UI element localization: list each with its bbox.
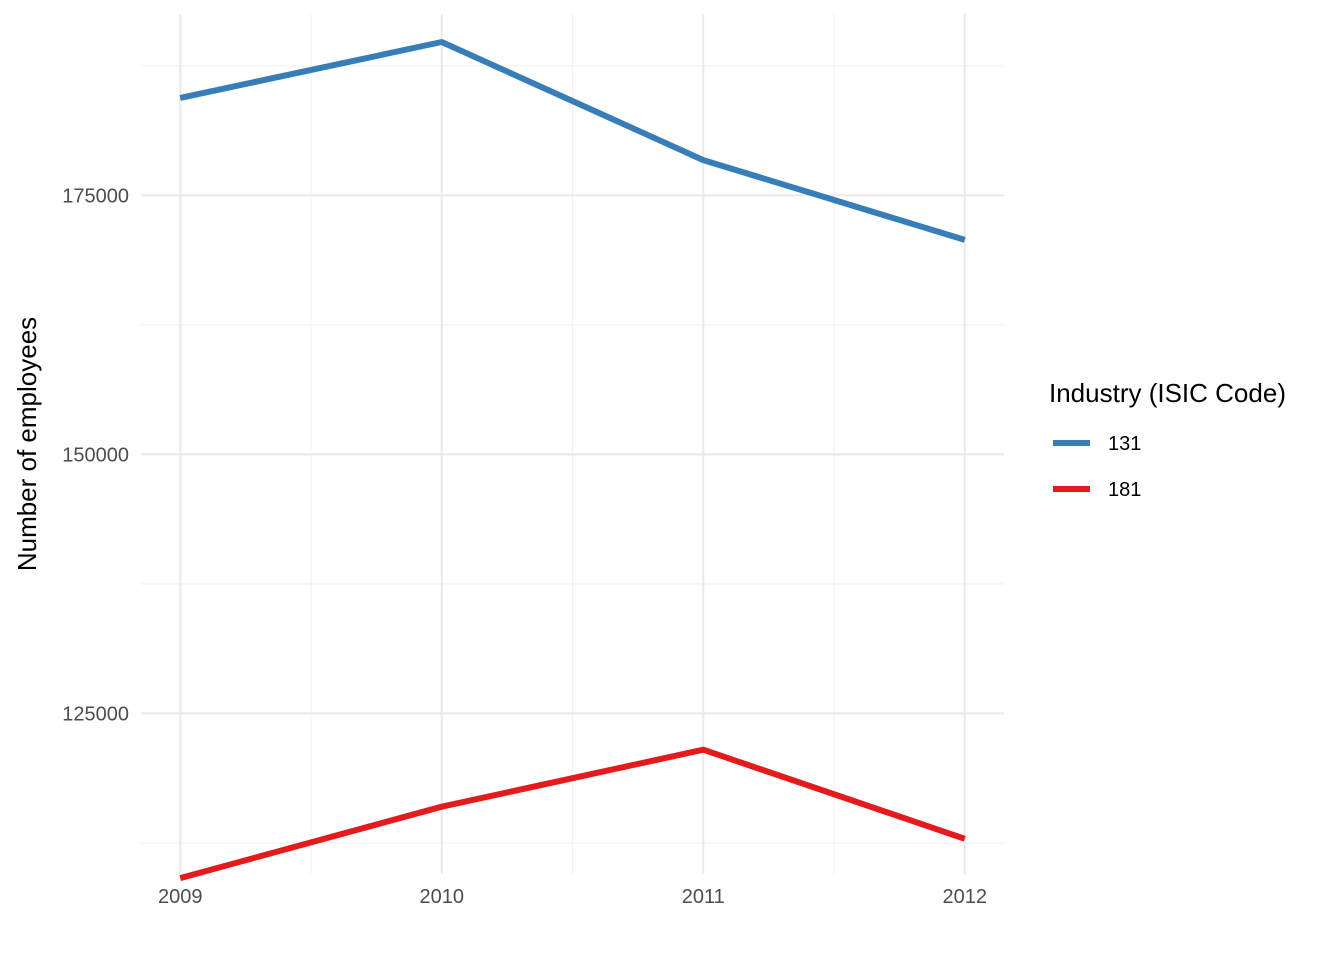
axis-layer: 125000 150000 175000 2009 2010 2011 2012 bbox=[62, 185, 987, 908]
y-tick-label: 175000 bbox=[62, 185, 129, 207]
y-axis-title: Number of employees bbox=[12, 317, 42, 571]
x-tick-label: 2009 bbox=[158, 886, 203, 908]
legend: Industry (ISIC Code) 131 181 bbox=[1049, 378, 1286, 501]
legend-label-181: 181 bbox=[1108, 479, 1141, 501]
x-tick-label: 2011 bbox=[682, 886, 725, 908]
grid-layer bbox=[141, 14, 1004, 874]
y-tick-label: 150000 bbox=[62, 444, 129, 466]
series-line-131 bbox=[179, 39, 966, 243]
series-line-181 bbox=[179, 746, 966, 881]
legend-label-131: 131 bbox=[1108, 433, 1141, 455]
series-layer bbox=[179, 39, 966, 881]
x-tick-label: 2012 bbox=[943, 886, 988, 908]
legend-title: Industry (ISIC Code) bbox=[1049, 378, 1286, 408]
y-tick-label: 125000 bbox=[62, 703, 129, 725]
legend-items: 131 181 bbox=[1053, 433, 1141, 501]
x-tick-label: 2010 bbox=[419, 886, 464, 908]
